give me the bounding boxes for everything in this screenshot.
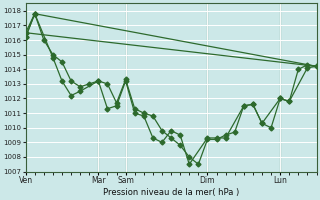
X-axis label: Pression niveau de la mer( hPa ): Pression niveau de la mer( hPa ) <box>103 188 239 197</box>
